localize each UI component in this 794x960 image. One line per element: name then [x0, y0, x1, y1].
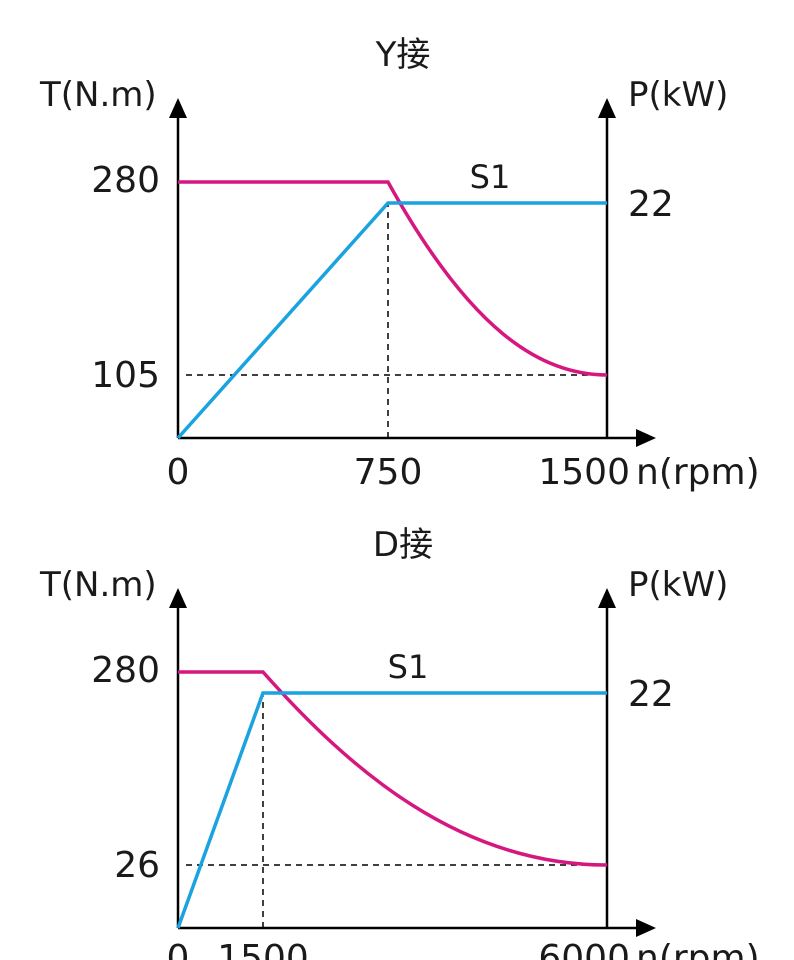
left-tick-label: 280 — [91, 160, 160, 201]
chart-d-connection: D接 T(N.m) P(kW) 280 26 22 S1 0 1500 6000… — [39, 525, 760, 960]
right-tick-label: 22 — [628, 674, 674, 715]
x-tick-label: 1500 — [538, 452, 630, 493]
right-tick-label: 22 — [628, 184, 674, 225]
right-axis-title: P(kW) — [628, 75, 728, 115]
right-axis-arrow — [598, 588, 616, 608]
x-tick-label: 6000 — [538, 938, 630, 960]
left-axis-arrow — [169, 98, 187, 118]
series-label: S1 — [470, 158, 511, 196]
left-tick-label: 280 — [91, 650, 160, 691]
x-axis-arrow — [636, 429, 656, 447]
chart-title: Y接 — [375, 35, 431, 75]
x-tick-label: 0 — [167, 938, 190, 960]
right-axis-arrow — [598, 98, 616, 118]
power-curve — [176, 201, 607, 440]
series-label: S1 — [388, 648, 429, 686]
x-tick-label: 0 — [167, 452, 190, 493]
right-axis-title: P(kW) — [628, 565, 728, 605]
x-axis-title: n(rpm) — [636, 452, 760, 493]
power-curve — [176, 691, 607, 929]
x-tick-label: 1500 — [217, 938, 309, 960]
left-axis-title: T(N.m) — [39, 565, 157, 605]
x-tick-label: 750 — [354, 452, 423, 493]
left-tick-label: 105 — [91, 355, 160, 396]
x-axis-arrow — [636, 919, 656, 937]
torque-curve — [178, 180, 608, 377]
left-axis-arrow — [169, 588, 187, 608]
torque-curve — [178, 670, 608, 867]
left-axis-title: T(N.m) — [39, 75, 157, 115]
x-axis-title: n(rpm) — [636, 938, 760, 960]
chart-y-connection: Y接 T(N.m) P(kW) 280 105 22 S1 0 750 1500… — [39, 35, 760, 493]
chart-title: D接 — [373, 525, 433, 565]
left-tick-label: 26 — [114, 845, 160, 886]
